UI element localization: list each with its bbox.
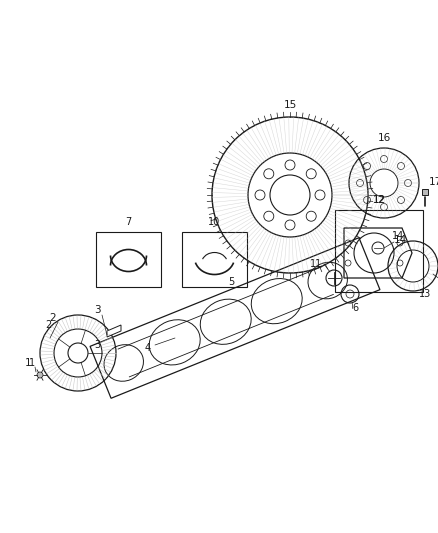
Text: 11: 11 (310, 259, 322, 269)
Polygon shape (107, 325, 121, 337)
Text: 12: 12 (373, 195, 385, 205)
Text: 13: 13 (436, 276, 438, 286)
Text: 2: 2 (45, 320, 51, 330)
Text: 5: 5 (228, 277, 234, 287)
Text: 2: 2 (49, 313, 57, 323)
Circle shape (37, 372, 43, 378)
Text: 12: 12 (372, 195, 385, 205)
Text: 1: 1 (29, 358, 35, 368)
Text: 15: 15 (283, 100, 297, 110)
Text: 4: 4 (145, 343, 151, 353)
Text: 10: 10 (208, 217, 221, 227)
Text: 3: 3 (94, 340, 100, 350)
Bar (335, 210, 423, 292)
Bar (96, 232, 161, 287)
Text: 16: 16 (378, 133, 391, 143)
Text: 17: 17 (428, 177, 438, 187)
Text: 13: 13 (419, 289, 431, 299)
Text: 6: 6 (352, 303, 358, 313)
Text: 14: 14 (392, 231, 404, 241)
Bar (182, 232, 247, 287)
Text: 3: 3 (94, 305, 100, 315)
Text: 14: 14 (393, 235, 406, 245)
Text: 7: 7 (125, 217, 132, 227)
Text: 1: 1 (25, 358, 31, 368)
